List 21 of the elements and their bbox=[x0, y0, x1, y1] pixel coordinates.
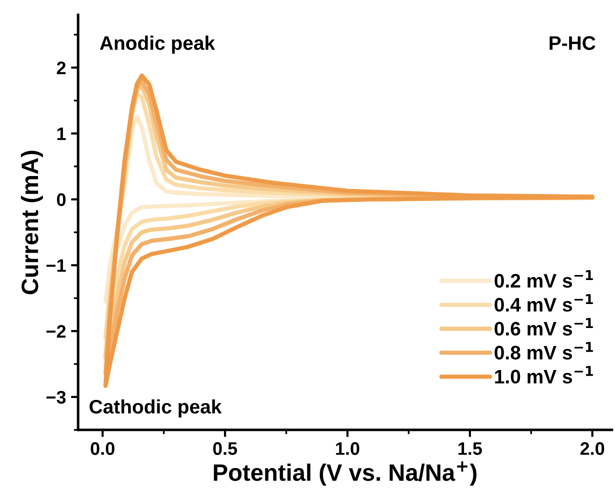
annotation: Anodic peak bbox=[100, 36, 216, 54]
x-tick-label: 1.5 bbox=[458, 442, 482, 455]
legend-label: 0.2 mV s$^{−1}$ bbox=[494, 270, 593, 288]
x-axis-title: Potential (V vs. Na/Na$^{+}$) bbox=[214, 461, 476, 486]
y-tick-label: 1 bbox=[57, 128, 66, 140]
x-tick-label: 1.0 bbox=[336, 442, 360, 455]
y-tick-label: 0 bbox=[56, 193, 66, 206]
legend-label: 0.4 mV s$^{−1}$ bbox=[494, 294, 593, 312]
legend-label: 0.6 mV s$^{−1}$ bbox=[494, 318, 593, 336]
x-tick-label: 0.0 bbox=[90, 442, 114, 455]
annotation: P-HC bbox=[550, 36, 596, 50]
y-tick-label: −3 bbox=[46, 390, 66, 404]
annotation: Cathodic peak bbox=[90, 399, 222, 418]
y-tick-label: −1 bbox=[46, 259, 66, 272]
x-tick-label: 2.0 bbox=[580, 442, 604, 455]
x-tick-label: 0.5 bbox=[213, 442, 238, 455]
y-axis-title: Current (mA) bbox=[20, 150, 43, 294]
legend-label: 0.8 mV s$^{−1}$ bbox=[494, 342, 593, 360]
y-tick-label: 2 bbox=[56, 62, 66, 74]
legend-label: 1.0 mV s$^{−1}$ bbox=[495, 366, 593, 384]
y-tick-label: −2 bbox=[46, 325, 66, 338]
